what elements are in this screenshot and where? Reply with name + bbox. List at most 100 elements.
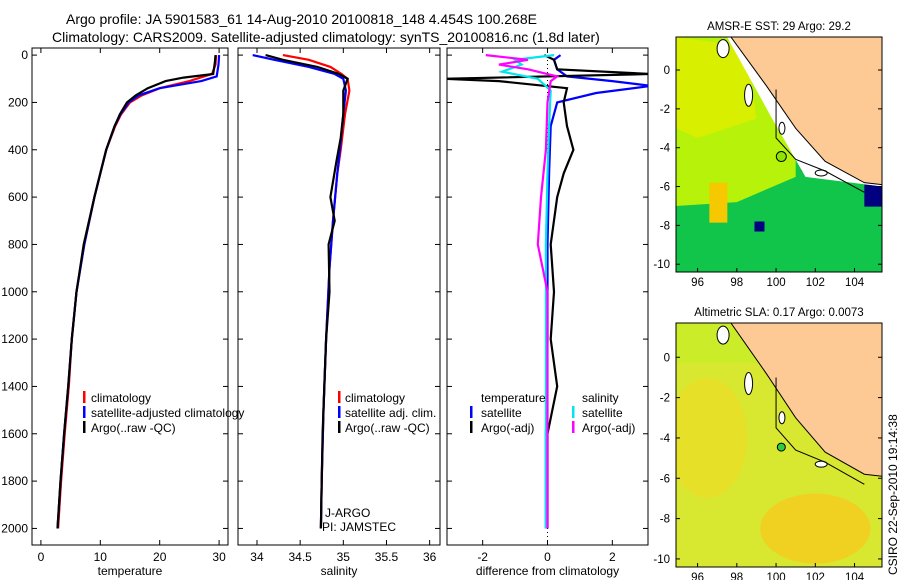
map-frame [675, 36, 883, 273]
y-tick-label: 400 [8, 143, 28, 157]
y-tick-label: 0 [664, 352, 670, 364]
x-tick-label: 96 [691, 277, 704, 289]
x-tick-label: 100 [766, 572, 785, 580]
sst-min-patch [864, 184, 882, 207]
x-tick-label: 2 [609, 550, 616, 564]
x-tick-label: 20 [153, 550, 167, 564]
x-tick-label: 104 [845, 572, 865, 580]
legend-label: satellite-adjusted climatology [91, 406, 244, 420]
sla-high-region [760, 493, 871, 564]
difference-legend: temperature satellite Argo(-adj) salinit… [470, 391, 635, 435]
map-title: AMSR-E SST: 29 Argo: 29.2 [707, 21, 851, 33]
x-tick-label: 34 [250, 550, 264, 564]
bathymetry-contour [775, 377, 865, 485]
island-simeulue [716, 39, 730, 59]
legend-label: climatology [91, 391, 151, 405]
legend-swatch-sal-argo [572, 421, 575, 433]
x-tick-label: 35 [337, 550, 351, 564]
legend-swatch-satellite [83, 406, 86, 418]
x-tick-label: 30 [212, 550, 226, 564]
island-pagai [778, 411, 786, 425]
y-tick-label: -8 [660, 220, 670, 232]
temperature-legend: climatology satellite-adjusted climatolo… [83, 391, 244, 435]
temperature-panel: 0 10 20 30 0 200 400 600 800 1000 1200 1400 1600 1800… [1, 47, 229, 578]
map-content [676, 323, 882, 567]
y-tick-label: 1600 [1, 427, 28, 441]
y-tick-label: 2000 [1, 521, 28, 535]
land-sumatra [730, 323, 882, 477]
legend-swatch-sal-satellite [572, 406, 575, 418]
x-tick-label: 104 [845, 277, 865, 289]
y-tick-label: -6 [660, 473, 670, 485]
bathymetry-contour [775, 89, 865, 193]
sst-map: AMSR-E SST: 29 Argo: 29.2 96 98 100 102 104 0 -… [653, 21, 883, 289]
y-tick-label: 600 [8, 190, 28, 204]
map-content [676, 37, 882, 272]
y-tick-label: 200 [8, 95, 28, 109]
legend-label: satellite adj. clim. [345, 406, 436, 420]
argo-float-marker [775, 151, 787, 163]
x-tick-label: 102 [806, 572, 825, 580]
map-title: Altimetric SLA: 0.17 Argo: 0.0073 [694, 307, 863, 319]
side-timestamp: CSIRO 22-Sep-2010 19:14:38 [886, 414, 900, 575]
sst-warmer-region [676, 37, 757, 138]
x-axis-label: salinity [321, 564, 358, 578]
legend-label: satellite [582, 406, 623, 420]
x-tick-label: 98 [730, 572, 743, 580]
legend-swatch-temp-satellite [470, 406, 473, 418]
y-tick-label: 0 [21, 48, 28, 62]
legend-swatch-argo [83, 421, 86, 433]
argo-float-marker [776, 442, 786, 452]
y-tick-label: 0 [664, 65, 670, 77]
y-tick-label: -10 [653, 259, 670, 271]
series-line-salinity-satellite [498, 54, 555, 529]
legend-swatch-satellite [338, 406, 341, 418]
y-tick-label: -8 [660, 514, 670, 526]
series-line-argo-raw-qc- [265, 54, 349, 529]
legend-swatch-argo [338, 421, 341, 433]
annotation-pi: PI: JAMSTEC [322, 520, 396, 534]
x-tick-label: 34.5 [288, 550, 312, 564]
legend-label: satellite [481, 406, 522, 420]
island-simeulue [716, 325, 730, 345]
series-line-temperature-argo-adj- [447, 54, 648, 529]
y-tick-label: 1800 [1, 474, 28, 488]
sla-mid-region [676, 377, 748, 498]
x-tick-label: 35.5 [375, 550, 399, 564]
x-tick-label: 98 [730, 277, 743, 289]
legend-label: Argo(..raw -QC) [345, 421, 430, 435]
legend-swatch-temp-argo [470, 421, 473, 433]
annotation-program: J-ARGO [325, 506, 370, 520]
legend-swatch-climatology [338, 391, 341, 403]
sst-min-patch [754, 221, 765, 232]
legend-swatch-climatology [83, 391, 86, 403]
y-tick-label: 1000 [1, 285, 28, 299]
x-tick-label: 100 [766, 277, 785, 289]
x-tick-label: 0 [38, 550, 45, 564]
island-siberut [744, 371, 754, 395]
y-tick-label: -4 [660, 433, 671, 445]
y-tick-label: -2 [660, 104, 670, 116]
x-tick-label: 102 [806, 277, 825, 289]
legend-label: Argo(-adj) [582, 421, 635, 435]
island-pagai [778, 121, 786, 135]
y-tick-label: -4 [660, 143, 671, 155]
legend-label: Argo(-adj) [481, 421, 534, 435]
x-tick-label: -2 [477, 550, 488, 564]
x-tick-label: 36 [423, 550, 437, 564]
series-line-argo-raw-qc- [56, 55, 217, 529]
salinity-legend: climatology satellite adj. clim. Argo(..… [322, 391, 436, 534]
y-tick-label: -2 [660, 393, 670, 405]
figure-title-line2: Climatology: CARS2009. Satellite-adjuste… [52, 29, 600, 45]
island-siberut [744, 83, 754, 107]
y-tick-label: 1400 [1, 379, 28, 393]
x-axis-label: difference from climatology [476, 564, 619, 578]
y-tick-label: -6 [660, 182, 670, 194]
map-frame [675, 322, 883, 568]
land-sumatra [730, 37, 882, 186]
figure-title-line1: Argo profile: JA 5901583_61 14-Aug-2010 … [66, 11, 537, 27]
salinity-panel: 34 34.5 35 35.5 36 salinity [237, 47, 441, 578]
legend-header-salinity: salinity [582, 391, 619, 405]
